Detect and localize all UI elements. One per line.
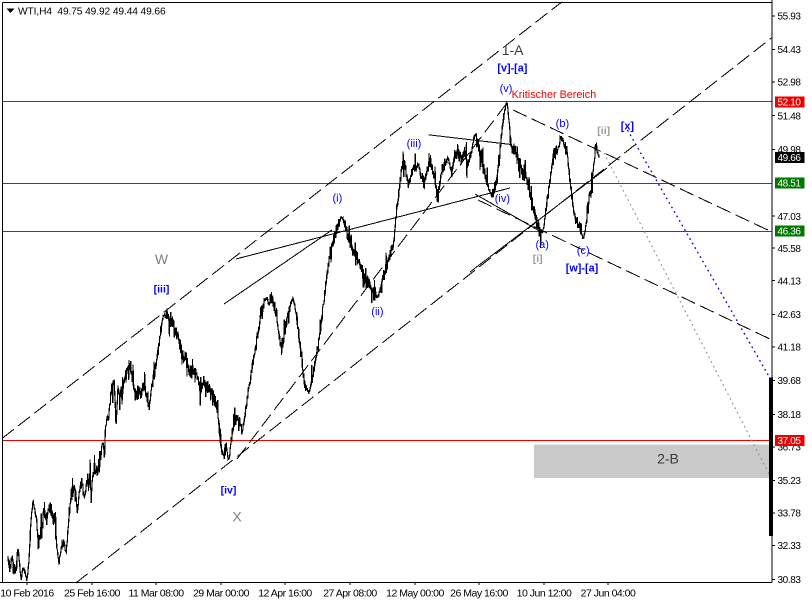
svg-text:35.23: 35.23: [778, 476, 802, 487]
svg-text:51.48: 51.48: [778, 111, 802, 122]
svg-text:1-A: 1-A: [502, 42, 524, 58]
svg-text:[x]: [x]: [621, 120, 634, 132]
svg-text:(a): (a): [535, 239, 548, 251]
svg-text:(b): (b): [556, 118, 569, 130]
svg-text:42.63: 42.63: [778, 310, 802, 321]
svg-text:(v): (v): [500, 83, 513, 95]
svg-text:48.51: 48.51: [778, 179, 802, 190]
svg-text:2-B: 2-B: [657, 451, 679, 467]
svg-text:12 Apr 16:00: 12 Apr 16:00: [258, 588, 312, 600]
svg-text:10 Feb 2016: 10 Feb 2016: [0, 588, 54, 600]
svg-text:W: W: [155, 251, 169, 267]
svg-text:52.10: 52.10: [778, 98, 802, 109]
svg-text:[iii]: [iii]: [154, 284, 170, 296]
svg-text:(iv): (iv): [495, 193, 510, 205]
svg-text:27 Apr 08:00: 27 Apr 08:00: [323, 588, 377, 600]
svg-text:[ii]: [ii]: [597, 125, 610, 137]
svg-text:11 Mar 08:00: 11 Mar 08:00: [128, 588, 184, 600]
svg-text:37.05: 37.05: [778, 436, 802, 447]
svg-text:WTI,H4 49.75 49.92 49.44 49.6: WTI,H4 49.75 49.92 49.44 49.66: [18, 6, 166, 17]
svg-text:38.18: 38.18: [778, 410, 802, 421]
svg-text:10 Jun 12:00: 10 Jun 12:00: [517, 588, 572, 600]
svg-text:44.13: 44.13: [778, 276, 802, 287]
svg-text:26 May 16:00: 26 May 16:00: [450, 588, 508, 600]
svg-text:32.33: 32.33: [778, 541, 802, 552]
svg-text:X: X: [232, 509, 242, 525]
svg-text:25 Feb 16:00: 25 Feb 16:00: [64, 588, 121, 600]
svg-text:(i): (i): [333, 192, 343, 204]
svg-text:52.98: 52.98: [778, 78, 802, 89]
svg-text:27 Jun 04:00: 27 Jun 04:00: [581, 588, 636, 600]
svg-text:[i]: [i]: [533, 253, 543, 265]
svg-text:30.83: 30.83: [778, 575, 802, 586]
svg-text:36.73: 36.73: [778, 442, 802, 453]
svg-text:49.98: 49.98: [778, 145, 802, 156]
svg-text:41.18: 41.18: [778, 343, 802, 354]
svg-text:45.58: 45.58: [778, 244, 802, 255]
svg-text:39.68: 39.68: [778, 376, 802, 387]
svg-text:(ii): (ii): [371, 306, 383, 318]
svg-text:47.03: 47.03: [778, 212, 802, 223]
svg-text:(c): (c): [577, 245, 590, 257]
svg-text:55.93: 55.93: [778, 11, 802, 22]
svg-text:Kritischer Bereich: Kritischer Bereich: [512, 89, 597, 101]
svg-text:49.66: 49.66: [778, 153, 802, 164]
svg-text:(iii): (iii): [407, 138, 422, 150]
svg-text:46.36: 46.36: [778, 227, 802, 238]
svg-text:12 May 00:00: 12 May 00:00: [386, 588, 444, 600]
svg-text:[v]-[a]: [v]-[a]: [497, 63, 527, 75]
svg-text:33.78: 33.78: [778, 509, 802, 520]
svg-text:29 Mar 00:00: 29 Mar 00:00: [193, 588, 250, 600]
svg-text:[w]-[a]: [w]-[a]: [566, 263, 598, 275]
svg-text:54.43: 54.43: [778, 45, 802, 56]
svg-text:[iv]: [iv]: [221, 485, 237, 497]
